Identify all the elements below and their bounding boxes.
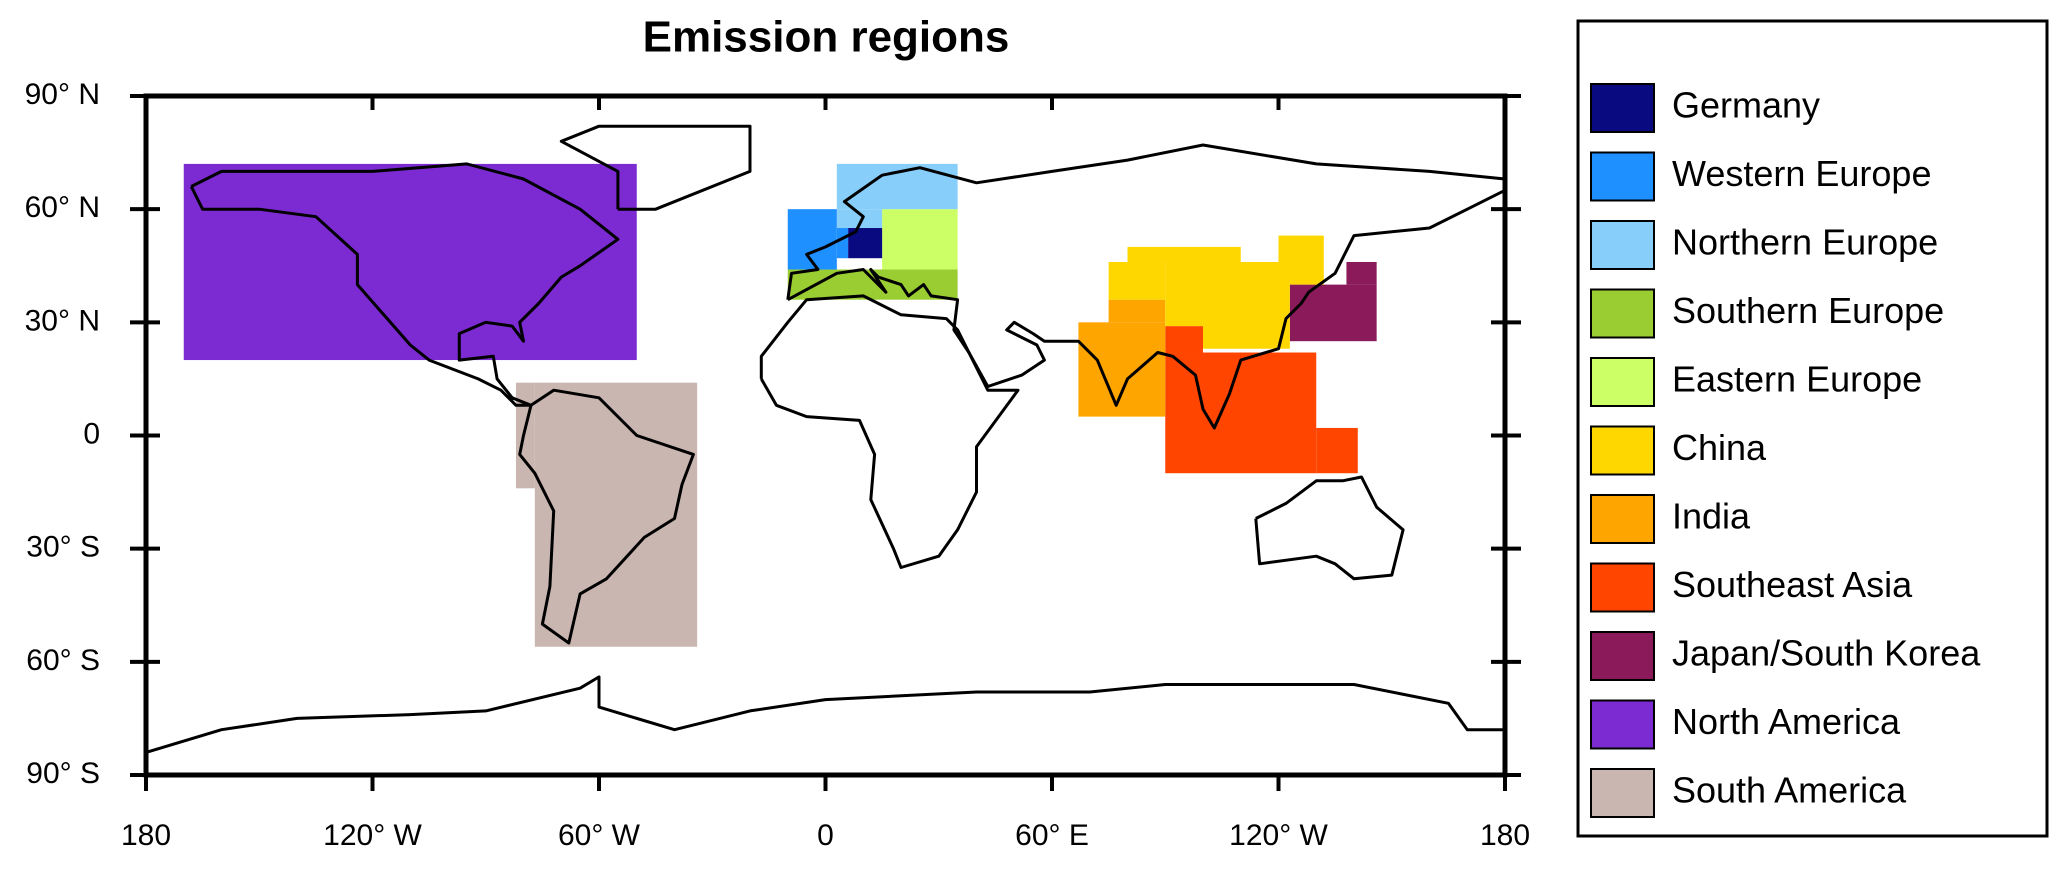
legend-swatch <box>1590 631 1655 681</box>
region-box <box>534 382 698 647</box>
y-tick-label: 30° S <box>26 531 100 564</box>
x-tick-label: 60° E <box>1015 819 1089 852</box>
coastlines <box>145 124 1507 754</box>
legend-label: India <box>1672 496 1751 537</box>
y-tick-label: 90° N <box>25 78 100 111</box>
legend-label: Eastern Europe <box>1672 359 1922 400</box>
legend-swatch <box>1590 83 1655 133</box>
region-box <box>1316 427 1358 474</box>
coastline <box>189 162 620 407</box>
y-tick-label: 90° S <box>26 757 100 790</box>
legend-label: North America <box>1672 701 1901 742</box>
region-box <box>1127 246 1241 262</box>
legend-swatch <box>1590 357 1655 407</box>
x-tick-label: 60° W <box>558 819 641 852</box>
legend-label: Southern Europe <box>1672 290 1944 331</box>
region-box <box>1108 261 1166 300</box>
legend-label: South America <box>1672 770 1907 811</box>
legend-box <box>1576 19 2049 838</box>
x-tick-label: 120° W <box>1229 819 1328 852</box>
y-tick-label: 60° N <box>25 191 100 224</box>
legend-swatch <box>1590 425 1655 476</box>
region-box <box>1078 322 1166 417</box>
region-box <box>1165 326 1203 353</box>
coastline <box>518 388 695 645</box>
legend-label: Western Europe <box>1672 153 1931 194</box>
legend-swatch <box>1590 220 1655 270</box>
legend-swatch <box>1590 494 1655 544</box>
legend-label: Germany <box>1672 85 1820 126</box>
x-tick-label: 180 <box>121 819 171 852</box>
x-tick-label: 0 <box>817 819 834 852</box>
legend-label: Southeast Asia <box>1672 564 1913 605</box>
region-box <box>1203 261 1290 349</box>
x-tick-label: 180 <box>1480 819 1530 852</box>
region-box <box>183 163 637 361</box>
region-box <box>882 209 958 270</box>
legend-swatch <box>1590 699 1655 750</box>
legend-label: Northern Europe <box>1672 222 1938 263</box>
map-title: Emission regions <box>643 13 1010 62</box>
region-box <box>1108 299 1166 323</box>
coastline <box>1254 475 1405 581</box>
regions <box>146 96 1505 775</box>
region-box <box>1278 235 1324 285</box>
region-box <box>1165 261 1203 327</box>
region-box <box>515 382 535 489</box>
region-box <box>836 228 849 259</box>
coastline <box>759 294 1020 569</box>
legend-label: Japan/South Korea <box>1672 633 1981 674</box>
legend: Germany Western Europe Northern Europe Sout… <box>1590 83 1981 818</box>
axes: 180 120° W 60° W 0 60° E 120° W 180 90° N 60° N 3… <box>25 78 1530 852</box>
legend-swatch <box>1590 768 1655 818</box>
legend-swatch <box>1590 562 1655 613</box>
y-tick-label: 0 <box>83 417 100 450</box>
region-box <box>836 209 883 229</box>
x-tick-label: 120° W <box>323 819 422 852</box>
coastline <box>786 143 1507 430</box>
region-box <box>1289 284 1377 342</box>
legend-swatch <box>1590 151 1655 202</box>
y-tick-label: 30° N <box>25 304 100 337</box>
y-tick-label: 60° S <box>26 644 100 677</box>
legend-label: China <box>1672 427 1767 468</box>
coastline <box>145 675 1505 754</box>
legend-swatch <box>1590 288 1655 339</box>
region-box <box>1346 261 1377 285</box>
coastline <box>559 124 752 211</box>
